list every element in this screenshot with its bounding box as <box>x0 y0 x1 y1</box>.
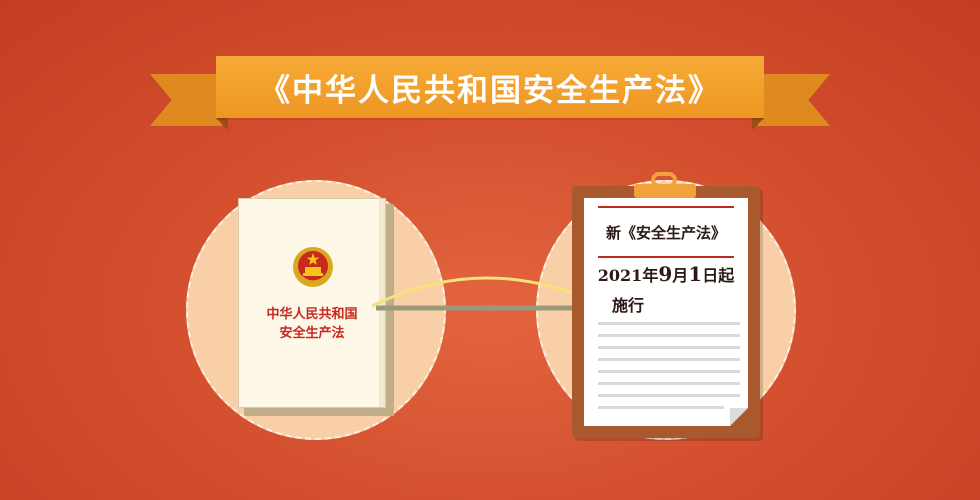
paper-line <box>598 394 740 397</box>
paper-line <box>598 358 740 361</box>
paper-line <box>598 346 740 349</box>
date-month-number: 9 <box>658 262 673 286</box>
effective-action: 施行 <box>612 296 645 315</box>
date-suffix: 日起 <box>702 266 735 285</box>
book-title-line1: 中华人民共和国 <box>266 307 358 322</box>
date-month-unit: 月 <box>672 266 689 285</box>
page-title: 《中华人民共和国安全生产法》 <box>259 72 721 109</box>
paper-line <box>598 334 740 337</box>
notice-title: 新《安全生产法》 <box>605 224 726 242</box>
paper-line <box>598 382 740 385</box>
ribbon: 《中华人民共和国安全生产法》 <box>216 56 764 118</box>
clipboard-clip-bar <box>634 184 696 198</box>
law-book: 中华人民共和国 安全生产法 <box>238 198 386 408</box>
paper-rule-mid <box>598 256 734 258</box>
paper-line <box>598 406 724 409</box>
notice-paper <box>584 198 748 426</box>
national-emblem-icon <box>293 247 333 287</box>
paper-line <box>598 370 740 373</box>
date-day-number: 1 <box>688 262 703 286</box>
title-banner: 《中华人民共和国安全生产法》 <box>0 0 980 150</box>
effective-date: 2021年9月1日起 <box>586 262 746 286</box>
date-year: 2021年 <box>597 266 659 285</box>
paper-rule-top <box>598 206 734 208</box>
connector-arc <box>371 276 605 308</box>
paper-line <box>598 322 740 325</box>
book-title-line2: 安全生产法 <box>279 326 345 341</box>
